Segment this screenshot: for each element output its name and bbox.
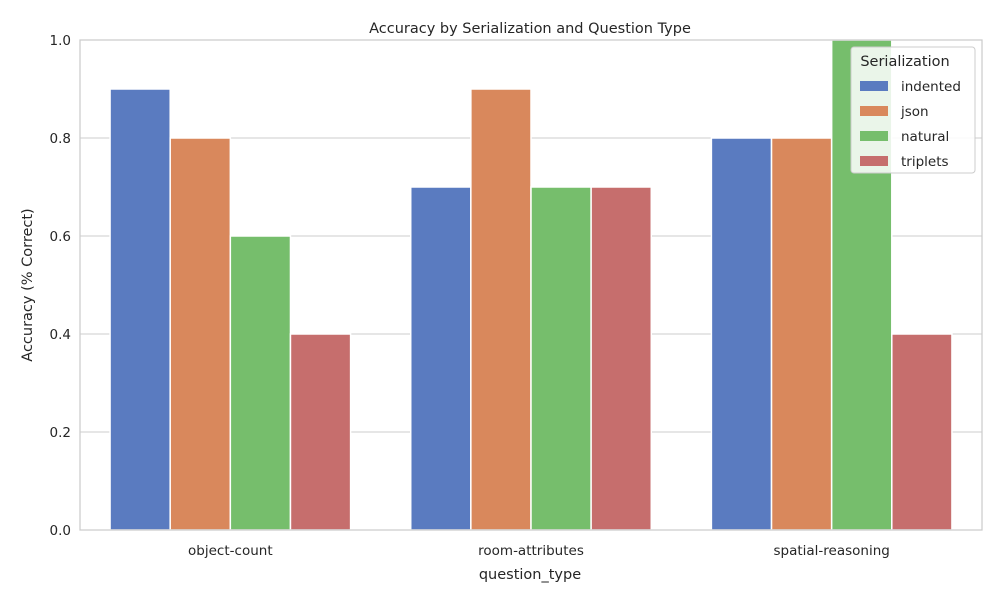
plot-frame — [79, 39, 983, 531]
legend-swatch-natural — [860, 131, 888, 141]
x-tick-label: room-attributes — [478, 543, 584, 559]
y-tick-label: 0.2 — [50, 425, 71, 441]
y-tick-label: 1.0 — [50, 33, 71, 49]
legend: Serialization indented json natural triplet… — [850, 46, 976, 174]
bar-natural-room-attributes — [530, 186, 592, 531]
legend-swatch-json — [860, 106, 888, 116]
legend-items: indented json natural triplets — [860, 79, 961, 170]
bar-triplets-room-attributes — [590, 186, 653, 531]
legend-label-json: json — [900, 104, 929, 120]
bar-indented-object-count — [109, 88, 171, 531]
x-axis-label: question_type — [479, 567, 581, 583]
y-tick-label: 0.6 — [50, 229, 71, 245]
x-tick-label: object-count — [188, 543, 273, 559]
bar-indented-room-attributes — [409, 186, 472, 531]
y-axis-label: Accuracy (% Correct) — [20, 208, 36, 361]
y-tick-label: 0.8 — [50, 131, 71, 147]
chart-title: Accuracy by Serialization and Question T… — [369, 21, 691, 37]
y-tick-label: 0.0 — [50, 523, 71, 539]
bar-triplets-object-count — [289, 333, 352, 531]
bar-json-room-attributes — [470, 88, 532, 531]
legend-label-natural: natural — [901, 129, 949, 145]
x-tick-label: spatial-reasoning — [773, 543, 889, 559]
legend-swatch-triplets — [860, 156, 888, 166]
legend-title: Serialization — [860, 54, 949, 70]
bar-natural-object-count — [229, 235, 292, 531]
y-tick-labels: 0.0 0.2 0.4 0.6 0.8 1.0 — [50, 33, 71, 539]
bar-json-spatial-reasoning — [770, 137, 833, 531]
bar-triplets-spatial-reasoning — [891, 333, 953, 531]
bar-json-object-count — [169, 137, 232, 531]
legend-box — [850, 46, 976, 174]
y-tick-label: 0.4 — [50, 327, 71, 343]
legend-swatch-indented — [860, 81, 888, 91]
bar-indented-spatial-reasoning — [710, 137, 773, 531]
x-tick-labels: object-count room-attributes spatial-reaso… — [188, 543, 890, 559]
legend-label-indented: indented — [901, 79, 961, 95]
legend-label-triplets: triplets — [901, 154, 949, 170]
